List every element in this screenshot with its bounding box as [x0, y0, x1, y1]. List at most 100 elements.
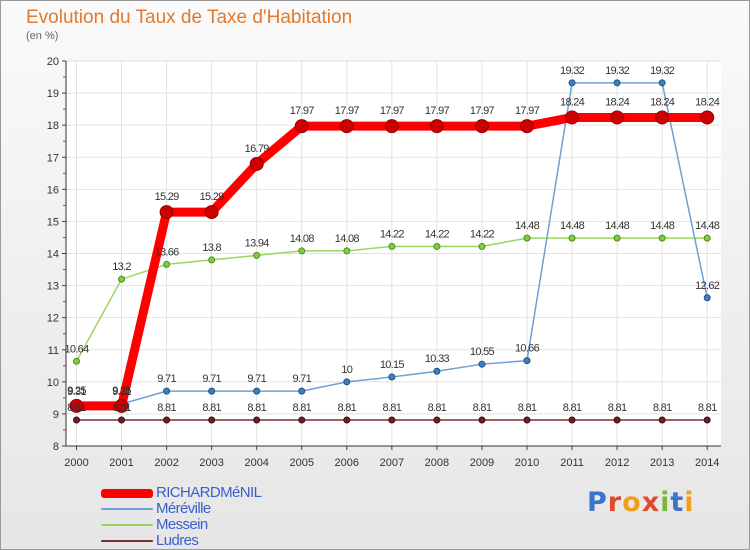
legend-label: Messein	[156, 516, 208, 533]
data-label: 13.2	[112, 261, 131, 273]
data-point	[523, 357, 531, 365]
data-point	[69, 398, 84, 413]
data-label: 10.66	[515, 343, 540, 355]
data-label: 18.24	[695, 96, 720, 108]
legend-swatch	[101, 508, 153, 510]
data-point	[204, 205, 219, 220]
data-label: 12.62	[695, 280, 720, 292]
data-label: 9.71	[157, 373, 176, 385]
data-label: 17.97	[380, 105, 405, 117]
data-label: 8.81	[608, 402, 627, 414]
data-label: 16.79	[245, 143, 270, 155]
data-label: 8.81	[518, 402, 537, 414]
x-tick-label: 2011	[560, 457, 584, 469]
data-point	[253, 416, 261, 424]
data-label: 8.81	[337, 402, 356, 414]
y-tick-label: 8	[53, 441, 59, 453]
data-point	[700, 110, 715, 125]
data-point	[429, 119, 444, 134]
data-label: 14.22	[425, 228, 450, 240]
y-tick-label: 10	[47, 377, 59, 389]
data-point	[163, 416, 171, 424]
data-label: 8.81	[292, 402, 311, 414]
x-tick-label: 2002	[154, 457, 178, 469]
data-point	[520, 119, 534, 134]
data-label: 13.66	[155, 246, 180, 258]
data-point	[163, 387, 171, 395]
data-point	[208, 387, 216, 395]
data-point	[610, 110, 625, 125]
data-point	[613, 79, 621, 87]
data-label: 9.31	[112, 386, 131, 398]
data-label: 19.32	[605, 65, 630, 77]
data-point	[523, 416, 531, 424]
data-label: 9.71	[247, 373, 266, 385]
data-label: 14.48	[650, 220, 675, 232]
data-label: 13.94	[245, 237, 270, 249]
data-label: 14.22	[380, 228, 405, 240]
x-tick-label: 2003	[199, 457, 223, 469]
data-point	[655, 110, 670, 125]
y-tick-label: 19	[47, 88, 59, 100]
data-label: 17.97	[425, 105, 450, 117]
data-point	[343, 416, 351, 424]
data-point	[478, 360, 486, 368]
legend-swatch	[101, 489, 153, 498]
x-tick-label: 2008	[425, 457, 449, 469]
data-label: 8.81	[383, 402, 402, 414]
data-label: 17.97	[470, 105, 495, 117]
data-point	[433, 242, 441, 250]
data-label: 9.25	[112, 385, 131, 397]
data-label: 8.81	[653, 402, 672, 414]
x-tick-label: 2000	[64, 457, 88, 469]
data-point	[73, 416, 80, 424]
proxiti-logo: Proxiti	[587, 487, 695, 518]
data-point	[703, 234, 711, 242]
x-tick-label: 2013	[650, 457, 674, 469]
data-label: 8.81	[698, 402, 717, 414]
data-label: 14.08	[335, 233, 360, 245]
data-label: 10.55	[470, 346, 495, 358]
data-point	[298, 247, 306, 255]
y-tick-label: 13	[47, 281, 59, 293]
x-tick-label: 2014	[695, 457, 719, 469]
data-point	[298, 416, 306, 424]
data-point	[114, 398, 129, 413]
y-tick-label: 14	[47, 249, 59, 261]
y-tick-label: 9	[53, 409, 59, 421]
data-label: 15.29	[200, 191, 225, 203]
data-label: 8.81	[428, 402, 447, 414]
data-point	[343, 247, 351, 255]
data-label: 9.71	[292, 373, 311, 385]
legend-swatch	[101, 540, 153, 542]
x-tick-label: 2001	[109, 457, 133, 469]
data-point	[343, 378, 351, 386]
data-point	[388, 416, 396, 424]
data-label: 19.32	[560, 65, 585, 77]
x-tick-label: 2007	[380, 457, 404, 469]
chart-title: Evolution du Taux de Taxe d'Habitation	[26, 7, 353, 28]
data-point	[118, 275, 126, 283]
data-label: 8.81	[67, 402, 86, 414]
data-point	[253, 387, 261, 395]
data-point	[159, 205, 174, 220]
data-point	[253, 251, 261, 259]
data-point	[658, 416, 666, 424]
y-tick-label: 17	[47, 152, 59, 164]
data-label: 14.22	[470, 228, 495, 240]
legend-swatch	[101, 524, 153, 526]
data-label: 18.24	[560, 96, 585, 108]
data-label: 14.48	[515, 220, 540, 232]
x-tick-label: 2006	[335, 457, 359, 469]
data-label: 18.24	[605, 96, 630, 108]
data-label: 19.32	[650, 65, 675, 77]
data-label: 9.31	[67, 386, 86, 398]
data-label: 14.48	[560, 220, 585, 232]
data-label: 15.29	[155, 191, 180, 203]
data-label: 18.24	[650, 96, 675, 108]
y-tick-label: 18	[47, 120, 59, 132]
data-label: 14.48	[695, 220, 720, 232]
data-point	[339, 119, 354, 134]
